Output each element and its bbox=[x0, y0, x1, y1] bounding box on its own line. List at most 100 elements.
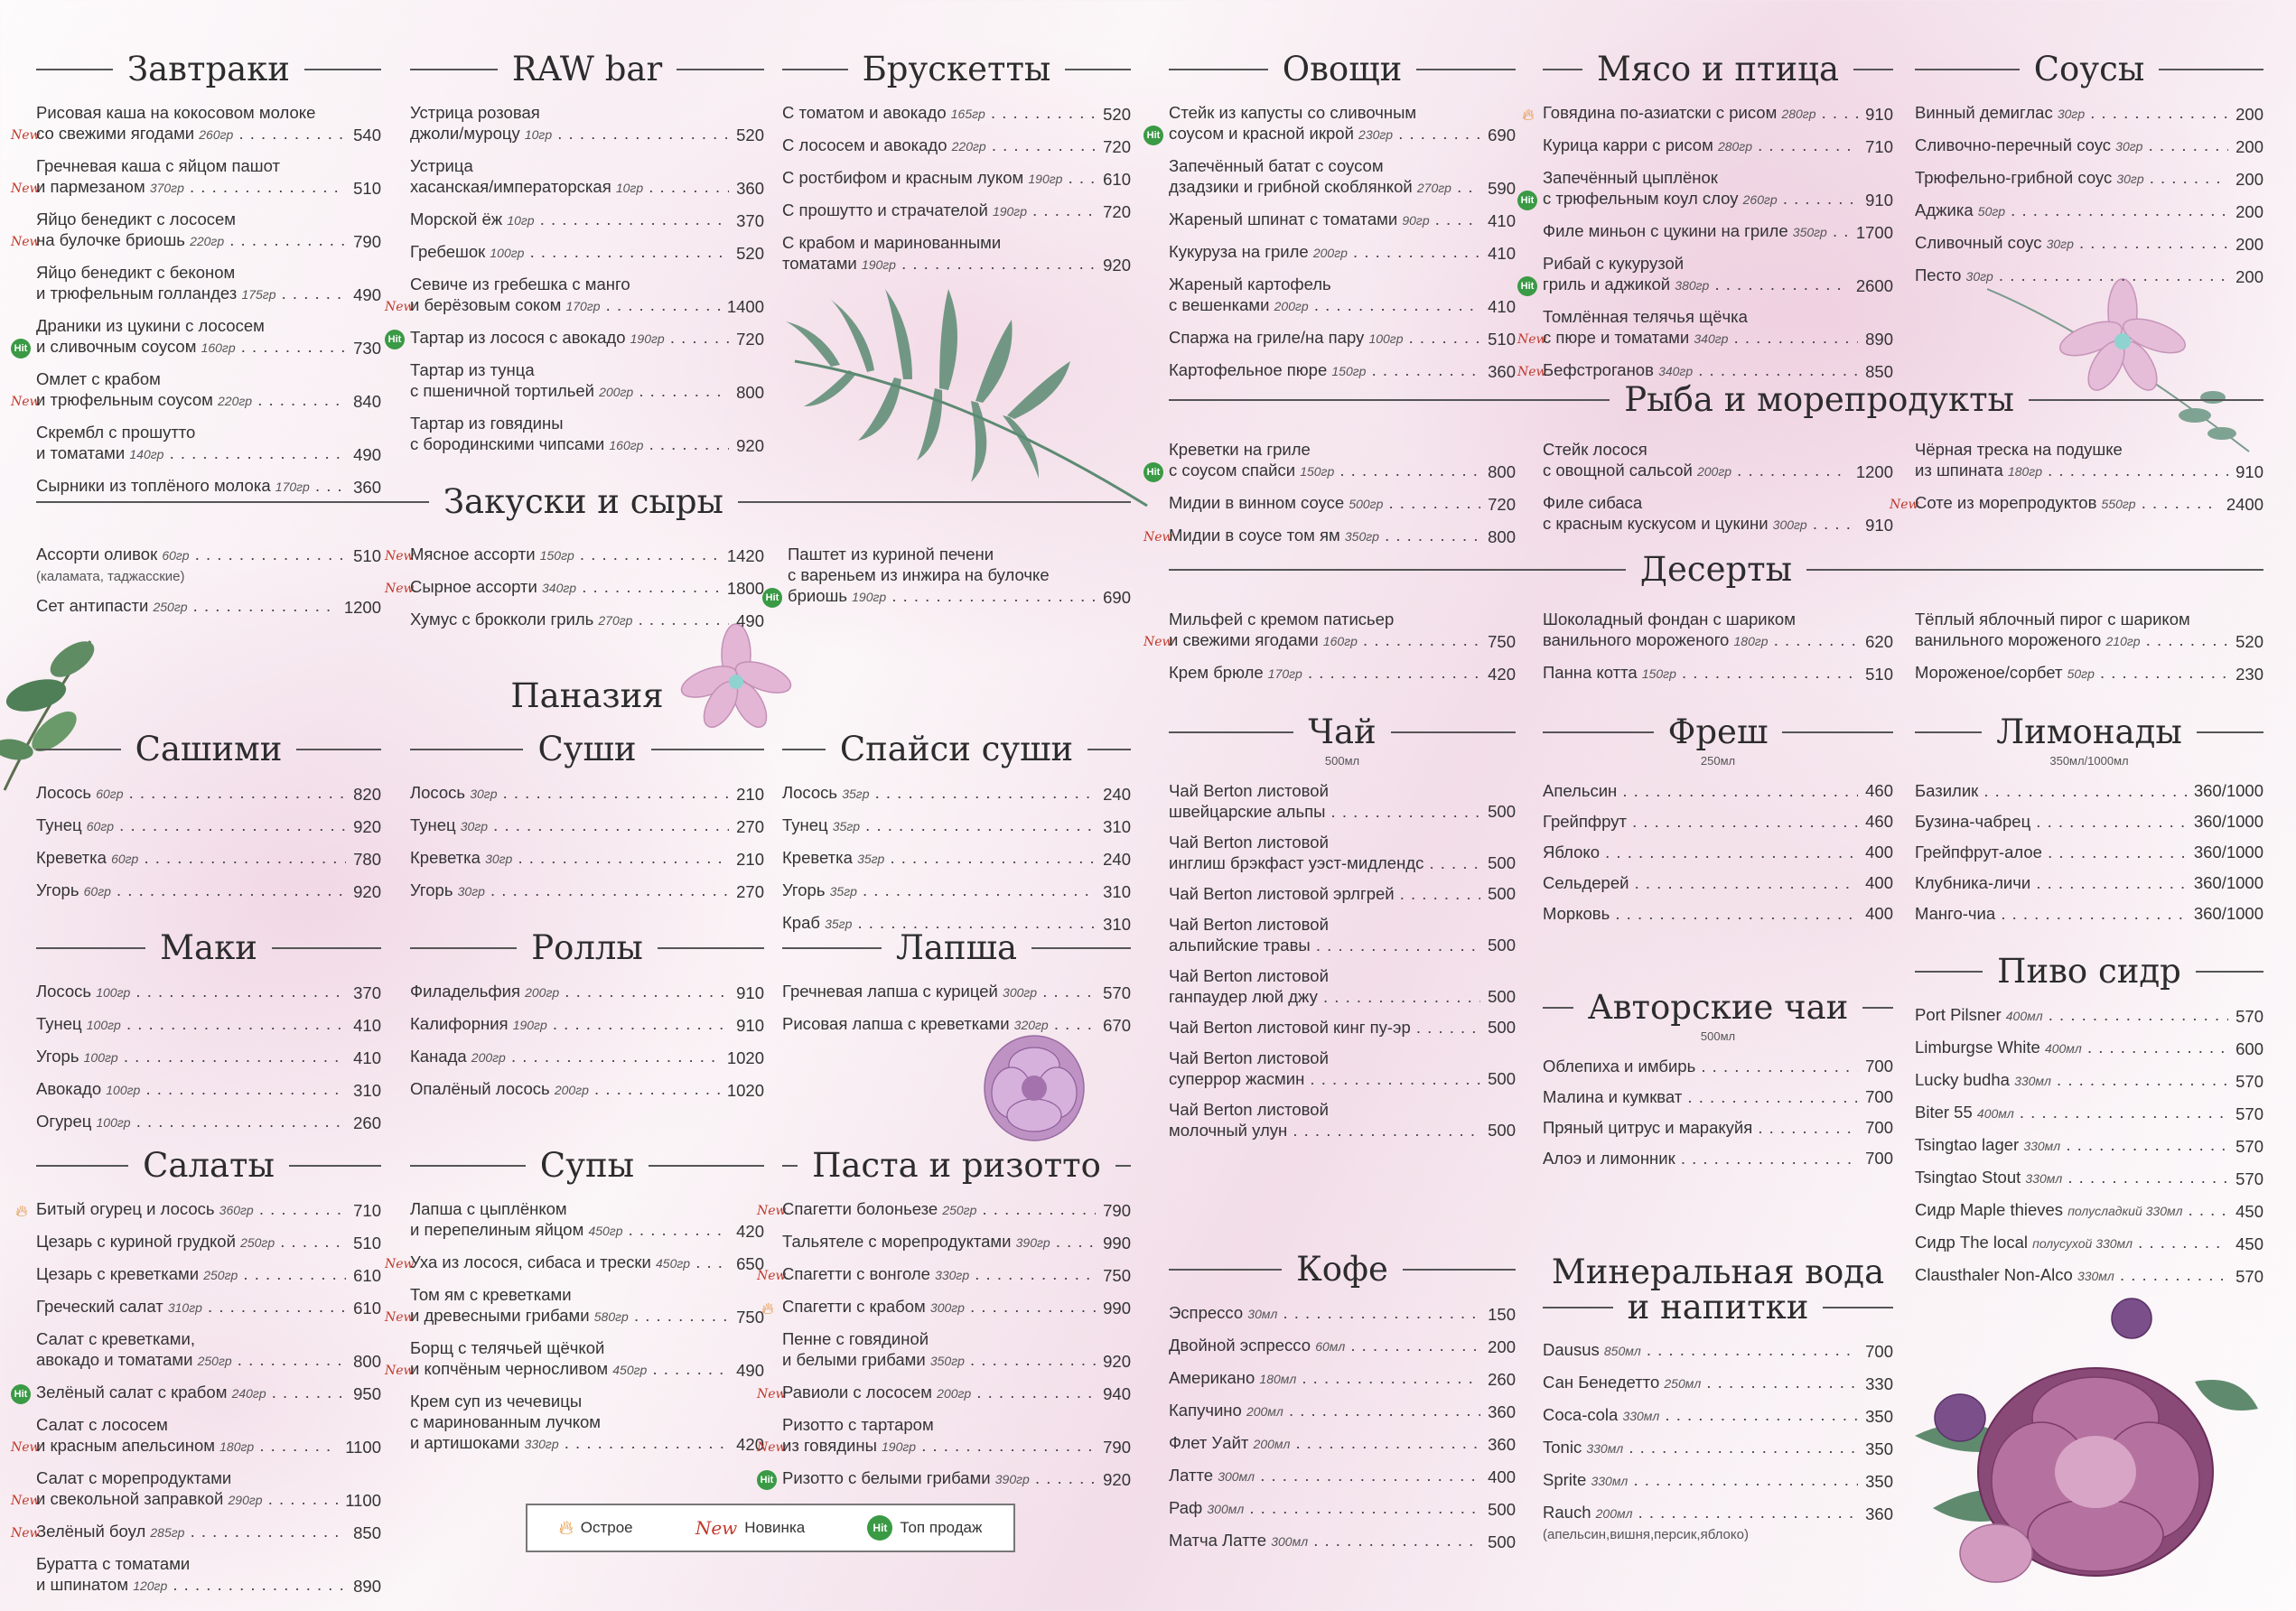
menu-item-price: 230 bbox=[2235, 665, 2263, 684]
menu-item-price: 310 bbox=[353, 1080, 381, 1100]
menu-item: Яйцо бенедикт с беконом и трюфельным голл… bbox=[36, 262, 381, 305]
menu-item-name: Соте из морепродуктов bbox=[1915, 493, 2097, 512]
menu-item: Картофельное пюре 150гр 360 bbox=[1169, 359, 1516, 382]
menu-item-price: 910 bbox=[736, 982, 764, 1002]
menu-item-price: 330 bbox=[1865, 1374, 1893, 1394]
new-badge-icon: New bbox=[11, 1439, 41, 1455]
section-pasta-risotto: Паста и ризотто New Спагетти болоньезе 250… bbox=[757, 1146, 1131, 1500]
menu-item: Кукуруза на гриле 200гр 410 bbox=[1169, 241, 1516, 264]
menu-item-weight: 90гр bbox=[1402, 212, 1430, 228]
menu-item-name: и древесными грибами bbox=[410, 1305, 590, 1325]
menu-item-weight: 60мл bbox=[1315, 1338, 1346, 1354]
menu-item-name: Базилик bbox=[1915, 780, 1979, 800]
menu-item-price: 800 bbox=[1488, 527, 1516, 546]
menu-item: Sprite 330мл 350 bbox=[1543, 1469, 1893, 1492]
menu-item-name: с пюре и томатами bbox=[1543, 327, 1690, 347]
menu-item-name: Стейк лосося bbox=[1543, 440, 1647, 459]
top-seller-icon: Hit bbox=[1517, 190, 1537, 210]
section-heading: Пиво сидр bbox=[1915, 952, 2263, 992]
menu-item-weight: 340гр bbox=[1658, 363, 1694, 378]
menu-item-price: 750 bbox=[736, 1307, 764, 1327]
menu-item-price: 490 bbox=[736, 1360, 764, 1380]
menu-items: Лосось 100гр370Тунец 100гр410Угорь 100гр… bbox=[36, 981, 381, 1133]
menu-item-price: 920 bbox=[1103, 1351, 1131, 1371]
section-desserts-title: Десерты bbox=[1169, 550, 2264, 590]
menu-item-name: Сельдерей bbox=[1543, 872, 1629, 892]
menu-item-name: Сырники из топлёного молока bbox=[36, 475, 271, 495]
top-seller-icon: Hit bbox=[385, 329, 405, 349]
menu-item-weight: 30гр bbox=[2057, 106, 2086, 121]
menu-item-name: и шпинатом bbox=[36, 1574, 129, 1594]
menu-items: Ассорти оливок 60гр 510 (каламата, таджасс… bbox=[36, 544, 381, 618]
menu-item: Сливочный соус 30гр 200 bbox=[1915, 232, 2263, 255]
menu-item-price: 350 bbox=[1865, 1472, 1893, 1492]
menu-item-name: на булочке бриошь bbox=[36, 229, 185, 249]
menu-item: Морской ёж 10гр 370 bbox=[410, 209, 764, 231]
flame-icon: 🔥︎ bbox=[558, 1516, 574, 1539]
menu-item-name: и томатами bbox=[36, 442, 126, 462]
menu-item-weight: 330мл bbox=[2025, 1170, 2063, 1186]
menu-item-price: 410 bbox=[353, 1015, 381, 1035]
menu-item-name: Пенне с говядиной bbox=[782, 1328, 929, 1348]
menu-item-price: 910 bbox=[736, 1015, 764, 1035]
menu-items: Стейк лосося с овощной сальсой 200гр 1200 Ф… bbox=[1543, 439, 1893, 535]
menu-item-price: 240 bbox=[1103, 849, 1131, 869]
menu-item-name: Лосось bbox=[410, 782, 466, 802]
menu-item: Базилик 360/1000 bbox=[1915, 780, 2263, 801]
menu-item: Тартар из тунца с пшеничной тортильей 200… bbox=[410, 359, 764, 403]
menu-items: Dausus 850мл 700 Сан Бенедетто 250мл 330 Coc… bbox=[1543, 1339, 1893, 1542]
section-heading-line2: и напитки bbox=[1543, 1288, 1893, 1327]
menu-item-name: Уха из лосося, сибаса и трески bbox=[410, 1252, 651, 1271]
legend-spicy-label: Острое bbox=[580, 1519, 633, 1536]
section-panasia-title: Паназия bbox=[410, 676, 764, 716]
menu-item-name: и красным апельсином bbox=[36, 1435, 215, 1455]
menu-item-name: с вареньем из инжира на булочке bbox=[788, 565, 1050, 584]
new-badge-icon: New bbox=[1517, 364, 1547, 379]
menu-item-name: джоли/мурoцу bbox=[410, 123, 520, 143]
menu-item-weight: 190гр bbox=[1028, 171, 1063, 186]
menu-item-price: 700 bbox=[1865, 1148, 1893, 1168]
menu-item-name: и свежими ягодами bbox=[1169, 630, 1319, 649]
section-title: Брускетты bbox=[862, 50, 1051, 88]
menu-item-weight: 200гр bbox=[525, 984, 560, 1000]
menu-item-name: Филе миньон с цукини на гриле bbox=[1543, 220, 1788, 240]
menu-item-weight: 150гр bbox=[1641, 666, 1676, 681]
new-badge-icon: New bbox=[385, 1363, 415, 1378]
menu-item-name: Панна котта bbox=[1543, 663, 1638, 682]
new-badge-icon: New bbox=[11, 127, 41, 143]
menu-item-name: Матча Латте bbox=[1169, 1530, 1267, 1550]
menu-item: С лососем и авокадо 220гр 720 bbox=[782, 135, 1131, 157]
menu-item-weight: 330мл bbox=[1622, 1409, 1660, 1424]
menu-item-name: Бузина-чабрец bbox=[1915, 811, 2031, 831]
menu-items: New Мильфей с кремом патисьер и свежими яг… bbox=[1143, 609, 1516, 684]
section-title: Салаты bbox=[143, 1146, 275, 1185]
menu-item-name: и копчёным черносливом bbox=[410, 1358, 609, 1378]
menu-item: Крем суп из чечевицы с маринованным лучко… bbox=[410, 1391, 764, 1455]
menu-item-weight: 165гр bbox=[950, 106, 985, 121]
menu-item-name: Аджика bbox=[1915, 200, 1974, 219]
menu-item-weight: 260гр bbox=[199, 126, 234, 142]
menu-item-name: Шоколадный фондан с шариком bbox=[1543, 610, 1796, 629]
section-heading: Завтраки bbox=[36, 50, 382, 89]
legend-top-label: Топ продаж bbox=[900, 1519, 983, 1536]
menu-item: Tsingtao Stout 330мл 570 bbox=[1915, 1167, 2263, 1189]
menu-item-price: 790 bbox=[353, 231, 381, 251]
menu-item-weight: 200гр bbox=[554, 1082, 589, 1097]
menu-item-price: 240 bbox=[1103, 784, 1131, 804]
menu-item-price: 570 bbox=[2235, 1136, 2263, 1156]
menu-item-weight: 30гр bbox=[485, 851, 513, 866]
menu-item-weight: 200мл bbox=[1253, 1436, 1291, 1451]
legend-new-label: Новинка bbox=[744, 1519, 806, 1536]
menu-item-weight: 300гр bbox=[1003, 984, 1038, 1000]
menu-item-weight: 340гр bbox=[542, 581, 577, 595]
menu-item-weight: 50гр bbox=[1977, 203, 2006, 219]
menu-item-name: Тунец bbox=[410, 815, 456, 834]
menu-item-name: Чай Berton листовой bbox=[1169, 914, 1329, 934]
menu-item-weight: 330гр bbox=[935, 1267, 970, 1282]
menu-item-price: 890 bbox=[353, 1576, 381, 1596]
menu-item-price: 360/1000 bbox=[2193, 903, 2263, 923]
